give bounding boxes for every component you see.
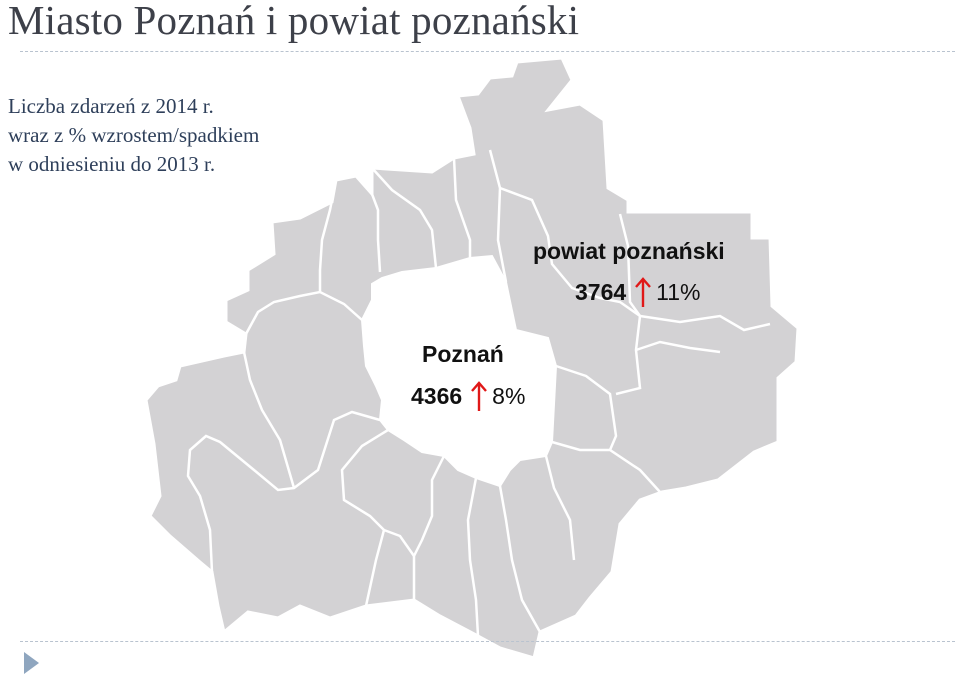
powiat-poznanski-area bbox=[144, 56, 800, 660]
region-change-poznan: 8% bbox=[492, 382, 526, 409]
arrow-up-icon bbox=[635, 277, 652, 307]
region-value-poznan: 4366 8% bbox=[411, 380, 525, 412]
region-label-powiat: powiat poznański bbox=[533, 238, 725, 264]
slide-title: Miasto Poznań i powiat poznański bbox=[8, 0, 580, 43]
subtitle: Liczba zdarzeń z 2014 r. wraz z % wzrost… bbox=[8, 92, 259, 179]
region-value-powiat: 3764 11% bbox=[575, 276, 701, 308]
subtitle-line-3: w odniesieniu do 2013 r. bbox=[8, 152, 216, 176]
triangle-bullet-icon bbox=[24, 652, 39, 674]
region-count-poznan: 4366 bbox=[411, 382, 463, 409]
region-change-powiat: 11% bbox=[656, 278, 701, 305]
arrow-up-icon bbox=[471, 381, 488, 411]
region-count-powiat: 3764 bbox=[575, 278, 627, 305]
title-divider bbox=[20, 51, 955, 52]
subtitle-line-2: wraz z % wzrostem/spadkiem bbox=[8, 123, 260, 147]
footer-divider bbox=[20, 641, 955, 642]
subtitle-line-1: Liczba zdarzeń z 2014 r. bbox=[8, 94, 214, 118]
gmina-borders bbox=[186, 149, 771, 637]
region-label-poznan: Poznań bbox=[422, 341, 504, 367]
